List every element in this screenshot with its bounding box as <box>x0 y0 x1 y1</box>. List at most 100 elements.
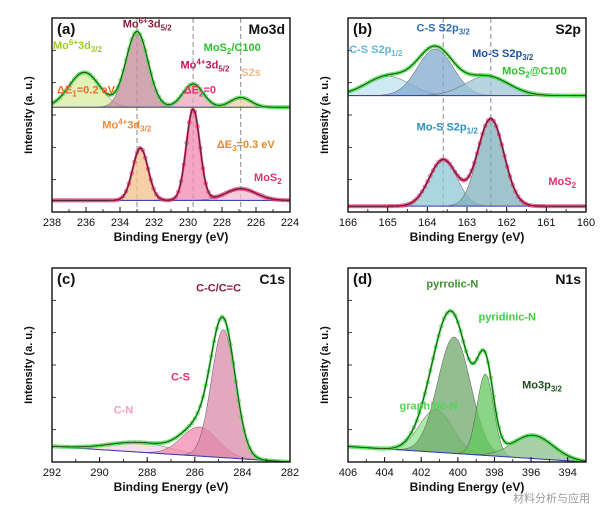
data-point <box>206 190 211 195</box>
data-point <box>148 70 153 75</box>
y-axis-label: Intensity (a. u.) <box>23 76 35 154</box>
data-point <box>258 193 263 198</box>
annotation: MoS2@C100 <box>502 65 567 79</box>
data-point <box>527 90 532 95</box>
data-point <box>146 166 151 171</box>
data-point <box>52 99 57 104</box>
x-tick-label: 290 <box>90 467 108 479</box>
data-point <box>477 141 482 146</box>
x-tick-label: 230 <box>179 217 197 229</box>
x-tick-label: 396 <box>522 467 540 479</box>
x-tick-label: 162 <box>497 217 515 229</box>
data-point <box>231 187 236 193</box>
plot-frame <box>51 267 291 463</box>
annotation: Mo4+3d5/2 <box>181 57 231 73</box>
data-point <box>447 161 452 166</box>
data-point <box>159 98 164 104</box>
data-point <box>242 428 247 433</box>
data-point <box>181 89 186 94</box>
data-point <box>527 202 532 208</box>
panel-element: S2p <box>555 21 581 37</box>
data-point <box>433 344 438 349</box>
data-point <box>154 192 159 197</box>
data-point <box>513 189 518 194</box>
data-point <box>198 86 203 92</box>
data-point <box>458 329 463 334</box>
data-point <box>69 80 74 86</box>
data-point <box>244 438 250 443</box>
data-point <box>233 96 239 101</box>
y-axis-label: Intensity (a. u.) <box>23 326 35 404</box>
data-point <box>529 91 535 96</box>
data-point <box>420 401 425 406</box>
annotation: graphitic-N <box>400 401 458 413</box>
x-tick-label: 161 <box>537 217 555 229</box>
x-axis-label: Binding Energy (eV) <box>114 230 229 244</box>
data-point <box>261 194 266 199</box>
x-tick-label: 284 <box>233 467 251 479</box>
data-point <box>157 94 162 100</box>
data-point <box>124 57 129 62</box>
data-point <box>463 349 469 354</box>
data-point <box>546 440 551 445</box>
data-point <box>543 438 548 443</box>
panel-label: (d) <box>353 271 372 288</box>
series-envelope <box>52 107 290 202</box>
data-point <box>250 189 255 194</box>
data-point <box>176 96 181 102</box>
annotation: S2s <box>241 67 261 79</box>
x-axis-label: Binding Energy (eV) <box>410 230 525 244</box>
annotation: ΔE3=0.3 eV <box>217 139 276 153</box>
data-point <box>411 425 417 430</box>
data-point <box>74 74 79 79</box>
data-point <box>214 326 219 331</box>
data-point <box>516 194 521 199</box>
data-point <box>472 360 477 366</box>
data-point <box>143 48 148 53</box>
data-point <box>466 174 471 179</box>
x-tick-label: 400 <box>449 467 467 479</box>
data-point <box>472 160 477 165</box>
data-point <box>469 168 474 173</box>
data-point <box>549 442 554 447</box>
data-point <box>392 445 397 450</box>
data-point <box>505 164 510 169</box>
data-point <box>154 88 159 93</box>
data-point <box>447 54 452 60</box>
data-point <box>121 68 126 73</box>
x-axis-label: Binding Energy (eV) <box>410 480 525 494</box>
data-point <box>113 89 118 95</box>
data-point <box>217 193 222 198</box>
plot-area <box>52 314 290 462</box>
watermark: 材料分析与应用 <box>513 492 590 505</box>
data-point <box>406 435 411 440</box>
annotation: C-S S2p3/2 <box>417 23 471 37</box>
data-point <box>494 75 499 80</box>
x-tick-label: 402 <box>412 467 430 479</box>
data-point <box>151 186 156 191</box>
data-point <box>463 177 469 182</box>
data-point <box>450 309 455 314</box>
data-point <box>178 431 184 436</box>
data-point <box>184 426 189 431</box>
data-point <box>247 445 252 450</box>
data-point <box>88 72 93 78</box>
x-tick-label: 404 <box>375 467 393 479</box>
data-point <box>444 311 449 316</box>
data-point <box>488 116 493 121</box>
data-point <box>384 73 389 78</box>
data-point <box>189 420 195 425</box>
data-point <box>146 59 151 64</box>
data-point <box>496 425 502 430</box>
data-point <box>187 423 192 428</box>
data-point <box>428 173 433 178</box>
data-point <box>496 132 502 137</box>
data-point <box>431 168 436 173</box>
data-point <box>433 163 438 168</box>
data-point <box>507 174 513 179</box>
data-point <box>518 87 524 93</box>
data-point <box>521 88 526 94</box>
data-point <box>516 86 521 91</box>
annotation: Mo-S S2p3/2 <box>472 48 534 62</box>
